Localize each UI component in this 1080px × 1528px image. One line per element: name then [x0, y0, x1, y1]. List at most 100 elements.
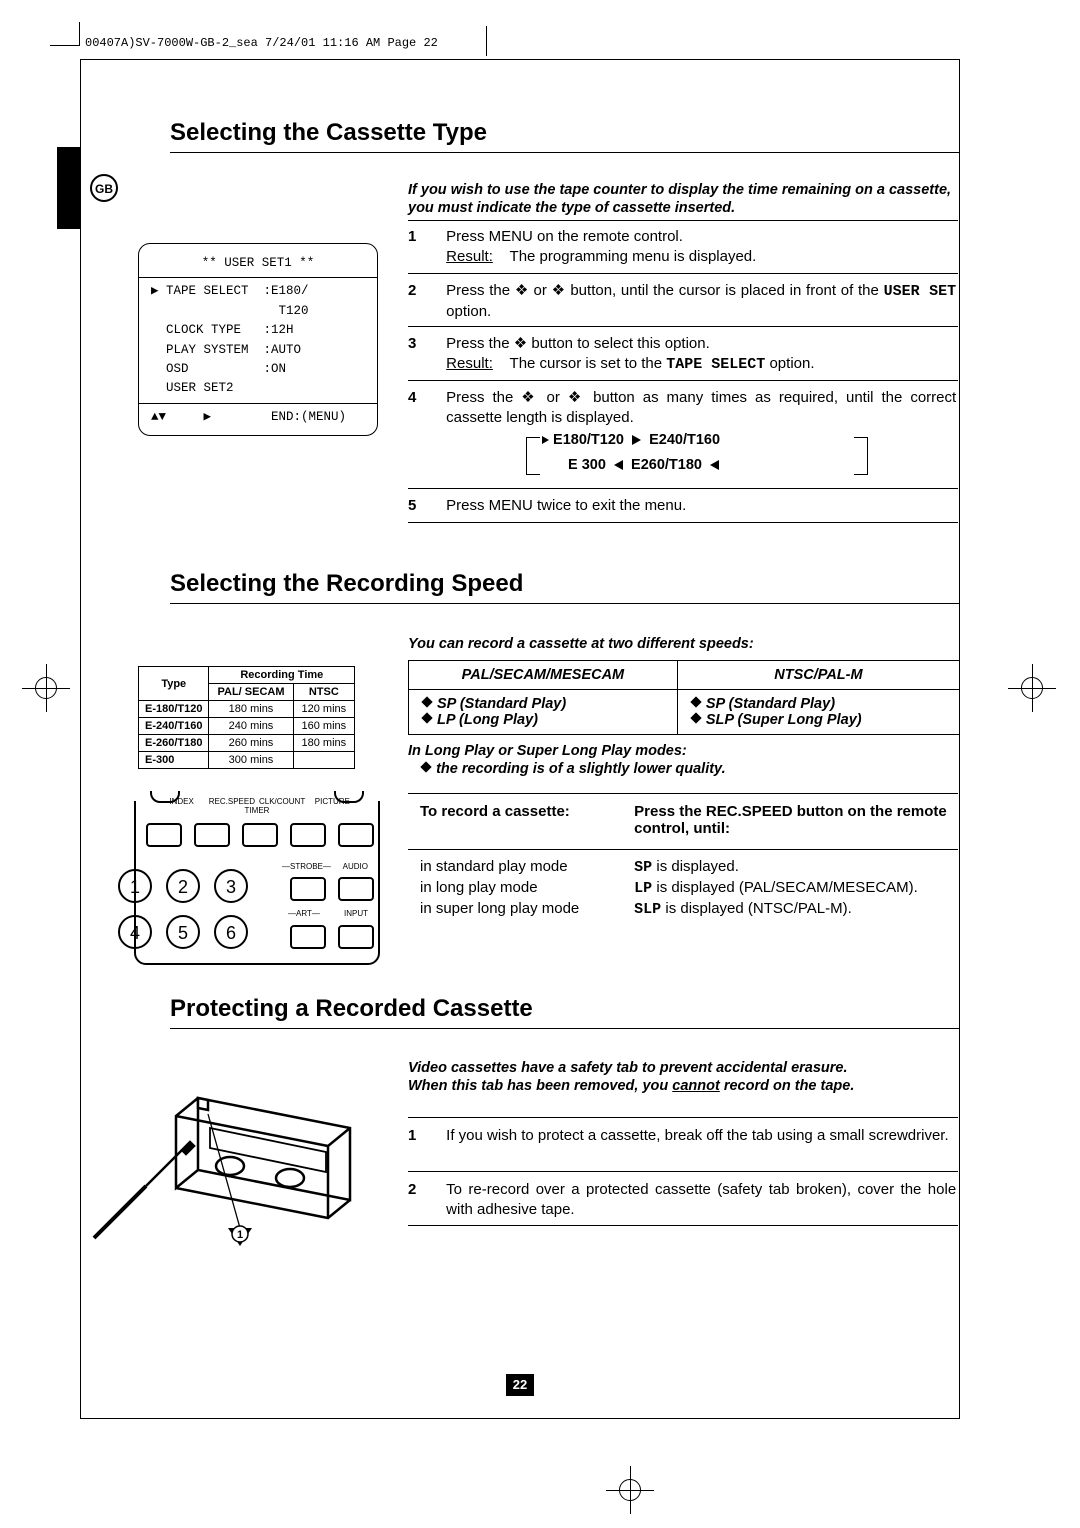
- num-circle: 3: [214, 869, 248, 903]
- step-number: 4: [408, 388, 442, 408]
- page-number: 22: [506, 1374, 534, 1396]
- lbl: INDEX: [158, 797, 206, 806]
- th: PAL/ SECAM: [209, 684, 293, 701]
- step-mono: USER SET: [884, 283, 957, 300]
- divider: [408, 522, 958, 523]
- divider: [408, 273, 958, 274]
- line2a: When this tab has been removed, you: [408, 1078, 672, 1094]
- loop-b: E240/T160: [649, 432, 720, 448]
- result-label: Result:: [446, 248, 493, 265]
- protect-step-2: 2 To re-record over a protected cassette…: [408, 1180, 958, 1221]
- td: 180 mins: [209, 701, 293, 718]
- lbl: —ART—: [288, 909, 320, 918]
- remote-button: [338, 925, 374, 949]
- td: E-240/T160: [139, 718, 209, 735]
- remote-button: [290, 925, 326, 949]
- register-mark-right: [1008, 664, 1056, 712]
- divider: [408, 488, 958, 489]
- instr-head-left: To record a cassette:: [420, 803, 570, 820]
- divider: [408, 220, 958, 221]
- result-text-a: The cursor is set to the: [510, 355, 667, 372]
- divider: [408, 1171, 958, 1172]
- step-text: To re-record over a protected cassette (…: [446, 1180, 956, 1221]
- section1-intro: If you wish to use the tape counter to d…: [408, 181, 958, 217]
- step-number: 1: [408, 227, 442, 247]
- bullet-icon: [421, 712, 432, 723]
- step-number: 1: [408, 1126, 442, 1146]
- speed-table: PAL/SECAM/MESECAM NTSC/PAL-M SP (Standar…: [408, 660, 960, 735]
- step-text-a: Press the ❖ or ❖ button, until the curso…: [446, 282, 883, 299]
- c1: in long play mode: [420, 879, 630, 896]
- remote-top-labels: INDEX REC.SPEED CLK/COUNT PICTURE TIMER: [136, 797, 378, 815]
- result-label: Result:: [446, 355, 493, 372]
- bullet-icon: [421, 696, 432, 707]
- osd-row: PLAY SYSTEM :AUTO: [151, 341, 365, 360]
- td: 260 mins: [209, 735, 293, 752]
- step-text: Press MENU twice to exit the menu.: [446, 496, 956, 516]
- num-circle: 1: [118, 869, 152, 903]
- instr-row-3: in super long play mode SLP is displayed…: [420, 900, 960, 918]
- bullet-icon: [690, 712, 701, 723]
- arrow-left-icon: [614, 460, 623, 470]
- b: LP: [634, 880, 652, 897]
- crop-tick: [486, 26, 487, 56]
- c1: in super long play mode: [420, 900, 630, 917]
- line1: Video cassettes have a safety tab to pre…: [408, 1060, 848, 1076]
- osd-row: OSD :ON: [151, 360, 365, 379]
- line2b: record on the tape.: [720, 1078, 855, 1094]
- step-number: 2: [408, 281, 442, 301]
- num-circle: 4: [118, 915, 152, 949]
- instr-row-1: in standard play mode SP is displayed.: [420, 858, 960, 876]
- result-text: The programming menu is displayed.: [510, 248, 757, 265]
- bullet-icon: [690, 696, 701, 707]
- td: 180 mins: [293, 735, 355, 752]
- step-3: 3 Press the ❖ button to select this opti…: [408, 334, 958, 376]
- osd-row: ▶ TAPE SELECT :E180/: [151, 282, 365, 301]
- c1: in standard play mode: [420, 858, 630, 875]
- td: E-260/T180: [139, 735, 209, 752]
- result-mono: TAPE SELECT: [666, 356, 765, 373]
- num-circle: 5: [166, 915, 200, 949]
- osd-footer: ▲▼ ▶ END:(MENU): [151, 408, 365, 427]
- num-circle: 2: [166, 869, 200, 903]
- lbl: REC.SPEED: [208, 797, 256, 806]
- arrow-right-icon: [542, 436, 549, 444]
- th: Recording Time: [209, 667, 355, 684]
- osd-title: ** USER SET1 **: [151, 254, 365, 273]
- th: Type: [139, 667, 209, 701]
- remote-button: [290, 823, 326, 847]
- txt: SLP (Super Long Play): [706, 712, 862, 728]
- td: 160 mins: [293, 718, 355, 735]
- td: 120 mins: [293, 701, 355, 718]
- step-text: If you wish to protect a cassette, break…: [446, 1126, 956, 1146]
- bullet-icon: [420, 761, 431, 772]
- remote-button: [242, 823, 278, 847]
- note-head: In Long Play or Super Long Play modes:: [408, 743, 687, 759]
- step-number: 2: [408, 1180, 442, 1200]
- remote-button: [290, 877, 326, 901]
- section3-intro: Video cassettes have a safety tab to pre…: [408, 1059, 958, 1095]
- step-number: 3: [408, 334, 442, 354]
- step-2: 2 Press the ❖ or ❖ button, until the cur…: [408, 281, 958, 323]
- divider: [408, 849, 958, 850]
- svg-text:1: 1: [237, 1229, 243, 1241]
- cassette-illustration: 1: [90, 1068, 384, 1256]
- lbl: —STROBE—: [282, 862, 331, 871]
- section1-rule: [170, 152, 960, 153]
- txt: SP (Standard Play): [706, 696, 835, 712]
- td: 300 mins: [209, 752, 293, 769]
- step-number: 5: [408, 496, 442, 516]
- section3-title: Protecting a Recorded Cassette: [170, 995, 533, 1023]
- td: E-300: [139, 752, 209, 769]
- remote-button: [194, 823, 230, 847]
- section2-rule: [170, 603, 960, 604]
- divider: [408, 326, 958, 327]
- arrow-left-icon: [710, 460, 719, 470]
- arrow-right-icon: [632, 435, 641, 445]
- lbl: CLK/COUNT: [258, 797, 306, 806]
- th: NTSC: [293, 684, 355, 701]
- divider: [408, 380, 958, 381]
- remote-button: [338, 877, 374, 901]
- section2-intro: You can record a cassette at two differe…: [408, 635, 958, 653]
- recording-time-table: Type Recording Time PAL/ SECAM NTSC E-18…: [138, 666, 355, 769]
